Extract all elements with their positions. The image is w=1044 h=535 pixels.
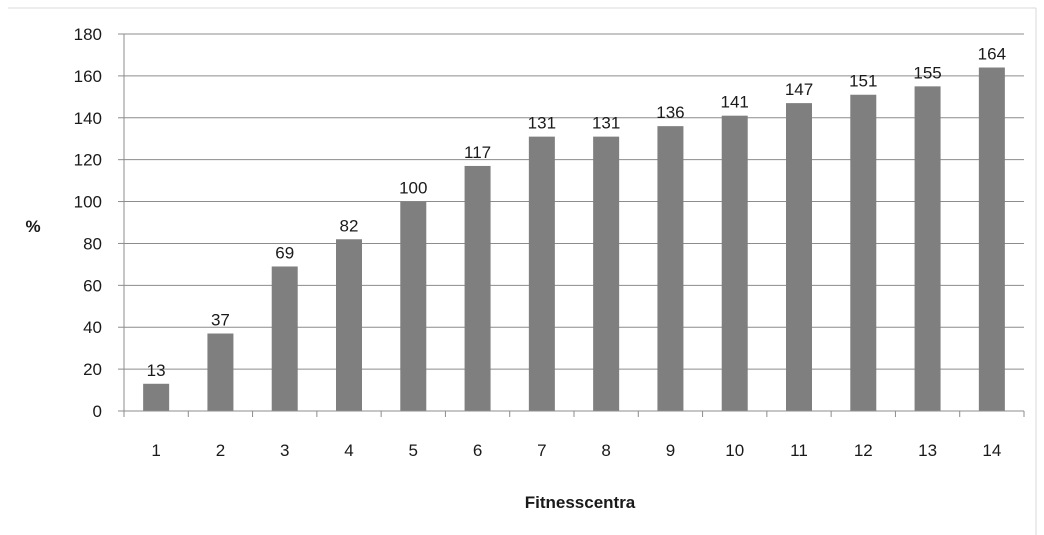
bar [593, 136, 620, 411]
bar [786, 103, 812, 411]
x-tick-label: 13 [918, 441, 937, 460]
bar [400, 201, 427, 411]
data-label: 141 [721, 93, 749, 112]
y-tick-label: 100 [74, 193, 102, 212]
y-tick-label: 40 [83, 318, 102, 337]
bar [528, 136, 555, 411]
x-axis-title: Fitnesscentra [525, 493, 636, 512]
gridlines [124, 33, 1024, 370]
bar [143, 383, 170, 411]
data-label: 117 [464, 143, 491, 162]
data-label: 151 [849, 72, 877, 91]
bar [336, 239, 362, 411]
bar [657, 126, 684, 412]
data-label: 13 [147, 361, 166, 380]
x-tick-label: 3 [280, 441, 289, 460]
bar [464, 165, 491, 411]
x-tick-label: 6 [473, 441, 482, 460]
labels: 0204060801001201401601801132373694825100… [74, 25, 1006, 460]
x-tick-label: 11 [790, 441, 808, 460]
bar [850, 94, 877, 411]
x-tick-label: 4 [344, 441, 353, 460]
x-tick-label: 14 [982, 441, 1001, 460]
x-tick-label: 7 [537, 441, 546, 460]
bar [207, 333, 234, 411]
y-tick-label: 160 [74, 67, 102, 86]
bars [143, 67, 1005, 412]
y-tick-label: 180 [74, 25, 102, 44]
y-tick-label: 80 [83, 234, 102, 253]
y-tick-label: 20 [83, 360, 102, 379]
data-label: 164 [978, 45, 1006, 64]
data-label: 147 [785, 80, 813, 99]
x-tick-label: 8 [601, 441, 610, 460]
data-label: 136 [656, 103, 684, 122]
y-tick-label: 60 [83, 276, 102, 295]
bar [721, 115, 748, 411]
data-label: 131 [592, 114, 620, 133]
x-tick-label: 5 [409, 441, 418, 460]
data-label: 131 [528, 114, 556, 133]
bar [271, 266, 298, 411]
y-axis-title: % [25, 217, 40, 236]
bar [978, 67, 1005, 411]
bar [914, 86, 941, 411]
y-tick-label: 140 [74, 109, 102, 128]
data-label: 37 [211, 311, 230, 330]
x-tick-label: 9 [666, 441, 675, 460]
y-tick-label: 0 [93, 402, 102, 421]
data-label: 155 [913, 63, 941, 82]
x-tick-label: 2 [216, 441, 225, 460]
x-tick-label: 1 [151, 441, 160, 460]
data-label: 100 [399, 179, 427, 198]
y-tick-label: 120 [74, 151, 102, 170]
axes [118, 33, 1025, 417]
x-tick-label: 10 [725, 441, 744, 460]
data-label: 69 [275, 243, 294, 262]
x-tick-label: 12 [854, 441, 873, 460]
data-label: 82 [340, 216, 359, 235]
